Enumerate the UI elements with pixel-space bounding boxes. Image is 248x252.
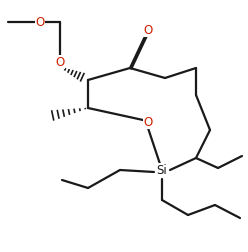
Text: O: O xyxy=(143,23,153,37)
Text: O: O xyxy=(55,55,65,69)
Text: O: O xyxy=(35,16,45,28)
Text: O: O xyxy=(143,115,153,129)
Text: Si: Si xyxy=(157,164,167,176)
